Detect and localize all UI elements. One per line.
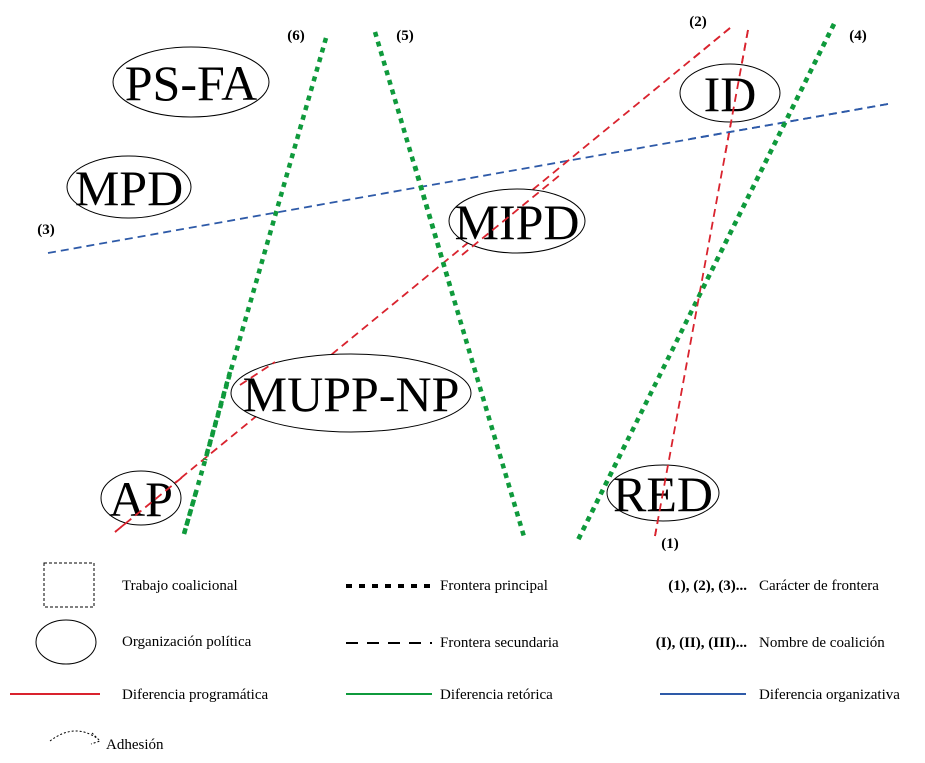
frontier-label-4: (4) — [849, 28, 867, 44]
frontier-labels: (6) (5) (2) (4) (3) (1) — [37, 14, 867, 552]
frontier-label-2: (2) — [689, 14, 707, 30]
political-org-swatch — [35, 619, 97, 665]
org-mpd: MPD — [66, 155, 192, 219]
legend-secundaria: Frontera secundaria — [440, 635, 559, 651]
frontier-line-4 — [575, 23, 837, 541]
legend-organizativa: Diferencia organizativa — [759, 687, 900, 703]
adhesion-arrow-icon — [49, 730, 101, 745]
legend-organizacion: Organización política — [122, 634, 252, 650]
org-mipd: MIPD — [448, 188, 586, 254]
legend-nombre: Nombre de coalición — [759, 635, 885, 651]
legend-retorica: Diferencia retórica — [440, 687, 553, 703]
org-label: MUPP-NP — [243, 366, 460, 422]
coalition-work-swatch — [43, 562, 95, 608]
org-id: ID — [679, 63, 781, 123]
org-ps-fa: PS-FA — [112, 46, 270, 118]
org-mupp-np: MUPP-NP — [230, 353, 472, 433]
org-label: PS-FA — [125, 55, 257, 111]
legend-principal: Frontera principal — [440, 578, 548, 594]
legend-programatica: Diferencia programática — [122, 687, 269, 703]
legend-trabajo: Trabajo coalicional — [122, 578, 238, 594]
org-label: MIPD — [454, 194, 579, 250]
org-ap: AP — [100, 470, 182, 527]
org-label: MPD — [75, 160, 183, 216]
org-label: AP — [109, 471, 173, 527]
frontier-line-2 — [114, 27, 731, 533]
legend-caracter-keys: (1), (2), (3)... — [668, 578, 747, 594]
legend-caracter: Carácter de frontera — [759, 578, 879, 594]
organizations: PS-FA MPD MIPD ID MUPP-NP AP RED — [66, 46, 781, 527]
frontier-label-6: (6) — [287, 28, 305, 44]
frontier-label-3: (3) — [37, 222, 55, 238]
legend-adhesion: Adhesión — [106, 737, 164, 753]
frontier-label-1: (1) — [661, 536, 679, 552]
org-label: ID — [704, 66, 757, 122]
legend-nombre-keys: (I), (II), (III)... — [656, 635, 747, 651]
legend: Trabajo coalicional Frontera principal (… — [10, 562, 900, 753]
frontier-label-5: (5) — [396, 28, 414, 44]
frontier-overlays — [114, 22, 889, 541]
